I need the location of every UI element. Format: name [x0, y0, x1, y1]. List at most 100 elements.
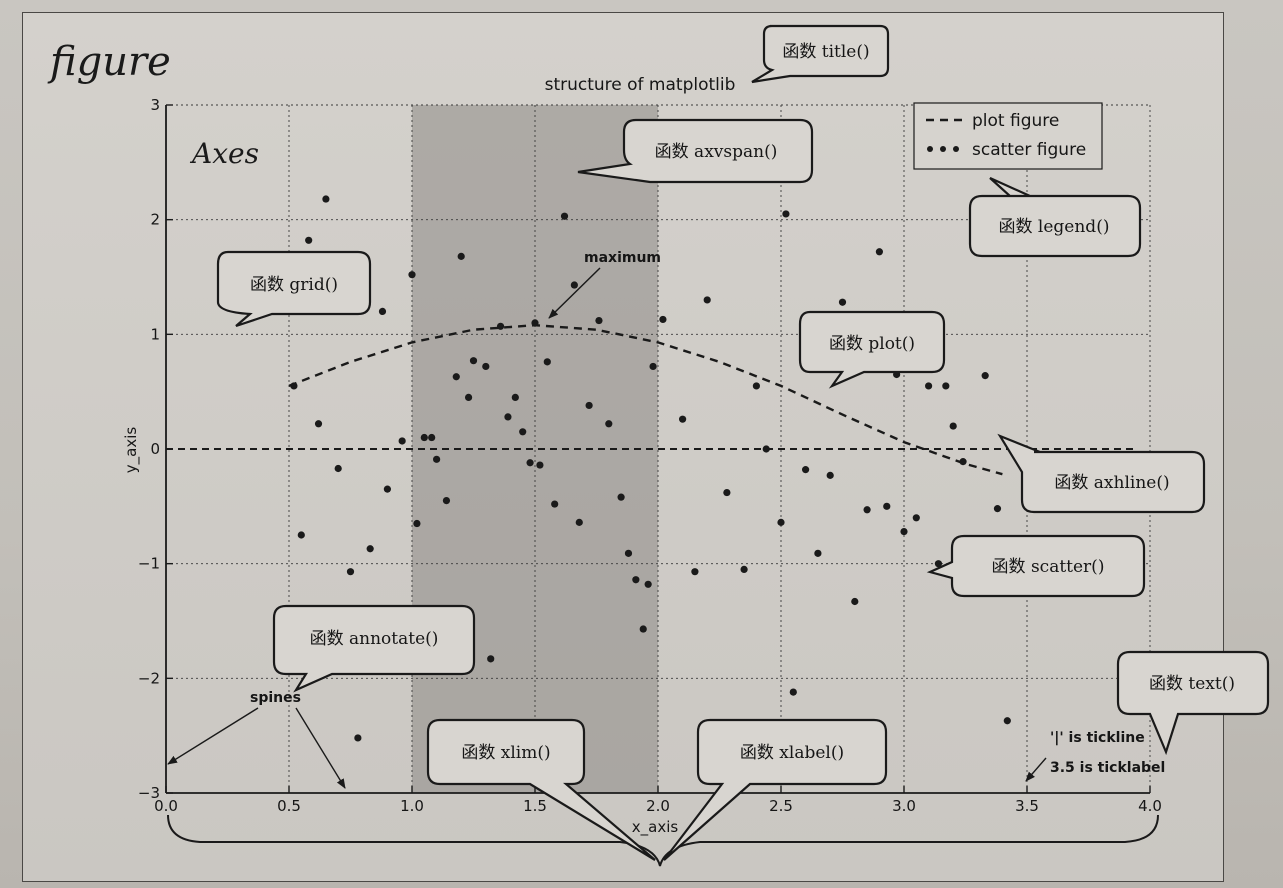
scatter-point [863, 506, 871, 514]
scatter-point [703, 296, 711, 304]
ticklabel-note: 3.5 is ticklabel [1050, 760, 1165, 776]
scatter-point [595, 316, 603, 325]
scatter-point [442, 497, 451, 505]
callout-grid-text: 函数 grid() [250, 275, 338, 295]
callout-plot: 函数 plot() [798, 310, 946, 389]
legend-box [913, 102, 1103, 170]
scatter-point [560, 212, 569, 220]
x-tick-label: 2.0 [646, 797, 670, 815]
legend: plot figure scatter figure [913, 102, 1103, 170]
figure-label: figure [47, 39, 171, 85]
scatter-point [912, 514, 920, 522]
scatter-point [496, 322, 505, 330]
x-ticks: 0.0 0.5 1.0 1.5 2.0 2.5 3.0 3.5 4.0 [154, 786, 1162, 815]
scatter-point [570, 281, 578, 289]
x-axis-label: x_axis [632, 818, 679, 837]
scatter-point [639, 625, 647, 633]
scatter-point [433, 455, 441, 463]
tickline-note: '|' is tickline [1050, 730, 1145, 746]
callout-title-text: 函数 title() [782, 42, 869, 62]
scatter-point [993, 505, 1002, 513]
scatter-point [551, 500, 559, 508]
scatter-point [469, 357, 478, 365]
tickline-arrow [1025, 757, 1047, 782]
callout-axhline: 函数 axhline() [997, 433, 1206, 514]
scatter-point [531, 319, 539, 327]
y-tick-label: 3 [150, 96, 160, 114]
spines-arrow-right [295, 707, 346, 789]
annotation-maximum: maximum [584, 250, 661, 266]
y-tick-label: 1 [150, 325, 160, 343]
callout-xlabel-text: 函数 xlabel() [740, 743, 844, 763]
y-tick-label: −1 [138, 555, 160, 573]
y-tick-label: −3 [138, 784, 160, 802]
scatter-point [900, 527, 908, 536]
callout-axhline-text: 函数 axhline() [1054, 473, 1169, 493]
legend-dot-2 [940, 146, 946, 152]
scatter-point [981, 372, 989, 380]
scatter-point [487, 655, 495, 663]
callout-title: 函数 title() [751, 24, 890, 84]
callout-axvspan: 函数 axvspan() [577, 118, 814, 184]
axes-label: Axes [189, 137, 259, 170]
scatter-point [624, 549, 633, 557]
x-tick-label: 2.5 [769, 797, 793, 815]
scatter-point [366, 545, 374, 553]
scatter-point [883, 502, 891, 510]
scatter-point [457, 252, 465, 260]
scatter-point [649, 362, 657, 371]
scatter-point [452, 373, 460, 381]
scatter-point [354, 734, 362, 742]
scatter-point [826, 471, 834, 479]
callout-grid: 函数 grid() [216, 250, 372, 328]
scatter-point [378, 307, 387, 315]
scatter-point [679, 415, 687, 423]
chart-title: structure of matplotlib [545, 75, 736, 95]
scatter-point [346, 568, 355, 576]
legend-dot-1 [927, 146, 933, 152]
scatter-point [297, 531, 305, 539]
x-tick-label: 1.5 [523, 797, 547, 815]
callout-axvspan-text: 函数 axvspan() [655, 142, 778, 162]
x-tick-label: 0.5 [277, 797, 301, 815]
x-tick-label: 1.0 [400, 797, 424, 815]
scatter-point [740, 565, 748, 574]
scatter-point [511, 393, 519, 401]
callout-legend: 函数 legend() [968, 176, 1142, 258]
scatter-point [305, 236, 313, 244]
legend-dot-3 [953, 146, 959, 152]
scatter-point [789, 688, 797, 696]
x-axis-brace [167, 814, 1159, 867]
scatter-point [949, 422, 957, 430]
callout-xlim: 函数 xlim() [426, 718, 656, 861]
scatter-point [925, 382, 933, 390]
x-tick-label: 4.0 [1138, 797, 1162, 815]
scatter-point [314, 420, 323, 428]
callout-xlabel: 函数 xlabel() [663, 718, 888, 861]
scatter-point [782, 210, 790, 218]
scatter-point [777, 518, 785, 526]
scatter-point [413, 519, 421, 528]
scatter-point [762, 445, 770, 453]
y-ticks: 3 2 1 0 −1 −2 −3 [138, 96, 173, 802]
callout-text-text: 函数 text() [1149, 674, 1235, 694]
scatter-point [543, 358, 551, 366]
scatter-point [536, 461, 544, 469]
scatter-point [752, 382, 761, 390]
scatter-point [723, 488, 731, 497]
annotation-arrow [548, 267, 601, 319]
scatter-point [838, 298, 847, 306]
scatter-point [383, 485, 391, 493]
x-tick-label: 3.5 [1015, 797, 1039, 815]
x-tick-label: 0.0 [154, 797, 178, 815]
scatter-point [398, 437, 406, 445]
scatter-point [408, 271, 416, 279]
y-axis-label: y_axis [122, 427, 141, 474]
legend-entry-scatter: scatter figure [972, 140, 1086, 160]
callout-legend-text: 函数 legend() [999, 217, 1110, 237]
scatter-point [691, 568, 699, 576]
legend-entry-plot: plot figure [972, 111, 1059, 131]
scatter-point [875, 248, 884, 256]
